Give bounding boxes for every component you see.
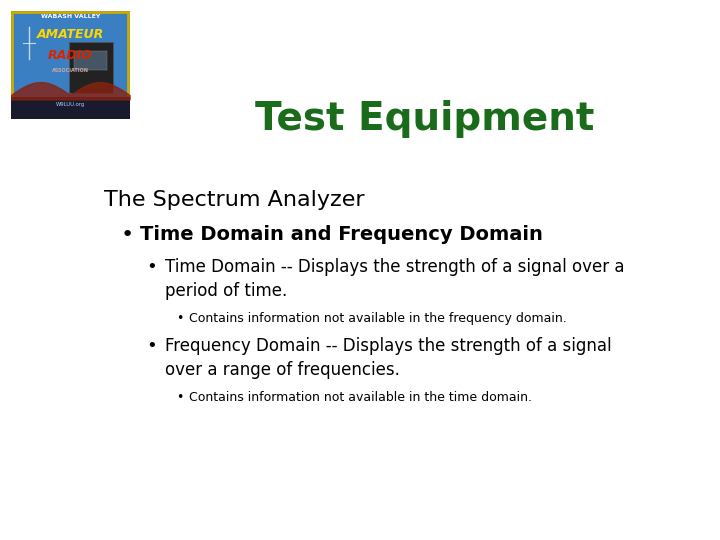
Text: RADIO: RADIO <box>48 49 93 62</box>
FancyBboxPatch shape <box>73 51 107 70</box>
Text: Time Domain -- Displays the strength of a signal over a
period of time.: Time Domain -- Displays the strength of … <box>166 258 625 300</box>
Text: •: • <box>176 391 184 404</box>
Text: W9LUU.org: W9LUU.org <box>55 102 85 107</box>
Text: Contains information not available in the frequency domain.: Contains information not available in th… <box>189 312 567 325</box>
Text: The Spectrum Analyzer: The Spectrum Analyzer <box>104 190 364 210</box>
Text: Test Equipment: Test Equipment <box>255 100 595 138</box>
Text: WABASH VALLEY: WABASH VALLEY <box>40 14 100 19</box>
Text: ASSOCIATION: ASSOCIATION <box>52 68 89 73</box>
Text: Frequency Domain -- Displays the strength of a signal
over a range of frequencie: Frequency Domain -- Displays the strengt… <box>166 337 612 379</box>
Text: AMATEUR: AMATEUR <box>37 28 104 41</box>
Text: •: • <box>121 225 134 245</box>
Text: •: • <box>145 337 156 355</box>
Text: •: • <box>176 312 184 325</box>
FancyBboxPatch shape <box>11 97 130 119</box>
Text: Contains information not available in the time domain.: Contains information not available in th… <box>189 391 532 404</box>
FancyBboxPatch shape <box>11 11 130 99</box>
Text: •: • <box>145 258 156 276</box>
Text: Time Domain and Frequency Domain: Time Domain and Frequency Domain <box>140 225 543 244</box>
FancyBboxPatch shape <box>69 42 113 93</box>
